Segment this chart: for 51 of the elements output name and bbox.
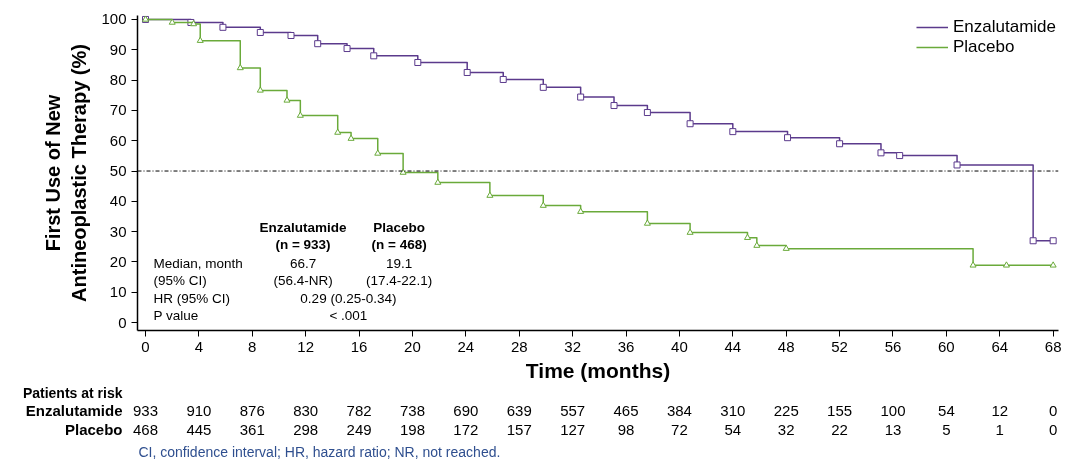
annotation: < .001 xyxy=(329,308,368,324)
y-tick-label: 10 xyxy=(109,283,127,301)
x-tick-label: 56 xyxy=(884,337,902,355)
annotation: HR (95% CI) xyxy=(153,290,231,306)
y-tick-label: 80 xyxy=(109,71,127,89)
y-tick-label: 70 xyxy=(109,101,127,119)
x-tick-label: 44 xyxy=(724,337,742,355)
x-tick-label: 28 xyxy=(510,337,528,355)
annotation: 66.7 xyxy=(289,256,317,271)
y-tick-label: 40 xyxy=(109,192,127,210)
x-tick-label: 24 xyxy=(457,337,475,355)
x-tick-label: 36 xyxy=(617,337,635,355)
text: CI, confidence interval; HR, hazard ratio; NR, not reached. xyxy=(138,443,501,460)
annotation: (95% CI) xyxy=(153,272,207,288)
x-tick-label: 40 xyxy=(671,337,688,355)
x-axis-title: Time (months) xyxy=(525,358,671,382)
annotation: P value xyxy=(153,308,199,324)
x-tick-label: 8 xyxy=(248,337,257,355)
x-tick-label: 32 xyxy=(564,337,581,355)
y-tick-label: 90 xyxy=(109,40,127,58)
y-tick-label: 0 xyxy=(118,313,127,331)
text: Patients at risk xyxy=(22,384,123,401)
y-axis-title: First Use of New Antineoplastic Therapy (%) xyxy=(42,44,91,302)
x-tick-label: 12 xyxy=(297,337,315,355)
y-tick-label: 60 xyxy=(109,131,127,149)
annotation: 19.1 xyxy=(385,256,413,271)
annotation: Median, month xyxy=(153,256,243,271)
text: Placebo 468 445 361 298 249 198 172 157 127 98 72 54 32 22 13 5 1 0 xyxy=(64,420,1058,438)
text: Enzalutamide 933 910 876 830 782 738 690 639 557 465 384 310 225 155 100 54 12 0 xyxy=(25,401,1058,419)
x-tick-label: 68 xyxy=(1044,337,1062,355)
y-tick-label: 20 xyxy=(109,252,127,270)
legend-label: Placebo xyxy=(952,37,1015,57)
annotation: Placebo xyxy=(373,219,426,235)
annotation: Enzalutamide xyxy=(259,219,348,235)
x-tick-label: 48 xyxy=(777,337,795,355)
x-tick-label: 16 xyxy=(350,337,368,355)
x-tick-label: 52 xyxy=(831,337,848,355)
annotation: (56.4-NR) xyxy=(273,272,333,288)
annotation: 0.29 (0.25-0.34) xyxy=(300,290,397,306)
x-tick-label: 0 xyxy=(141,337,150,355)
x-tick-label: 4 xyxy=(194,337,204,355)
x-tick-label: 60 xyxy=(938,337,955,355)
y-tick-label: 100 xyxy=(101,10,127,28)
x-tick-label: 64 xyxy=(991,337,1009,355)
legend-label: Enzalutamide xyxy=(952,17,1056,37)
y-tick-label: 50 xyxy=(109,162,127,180)
annotation: (n = 933) xyxy=(275,236,331,252)
y-tick-label: 30 xyxy=(109,222,127,240)
x-tick-label: 20 xyxy=(404,337,421,355)
annotation: (n = 468) xyxy=(371,236,427,252)
annotation: (17.4-22.1) xyxy=(366,272,433,288)
